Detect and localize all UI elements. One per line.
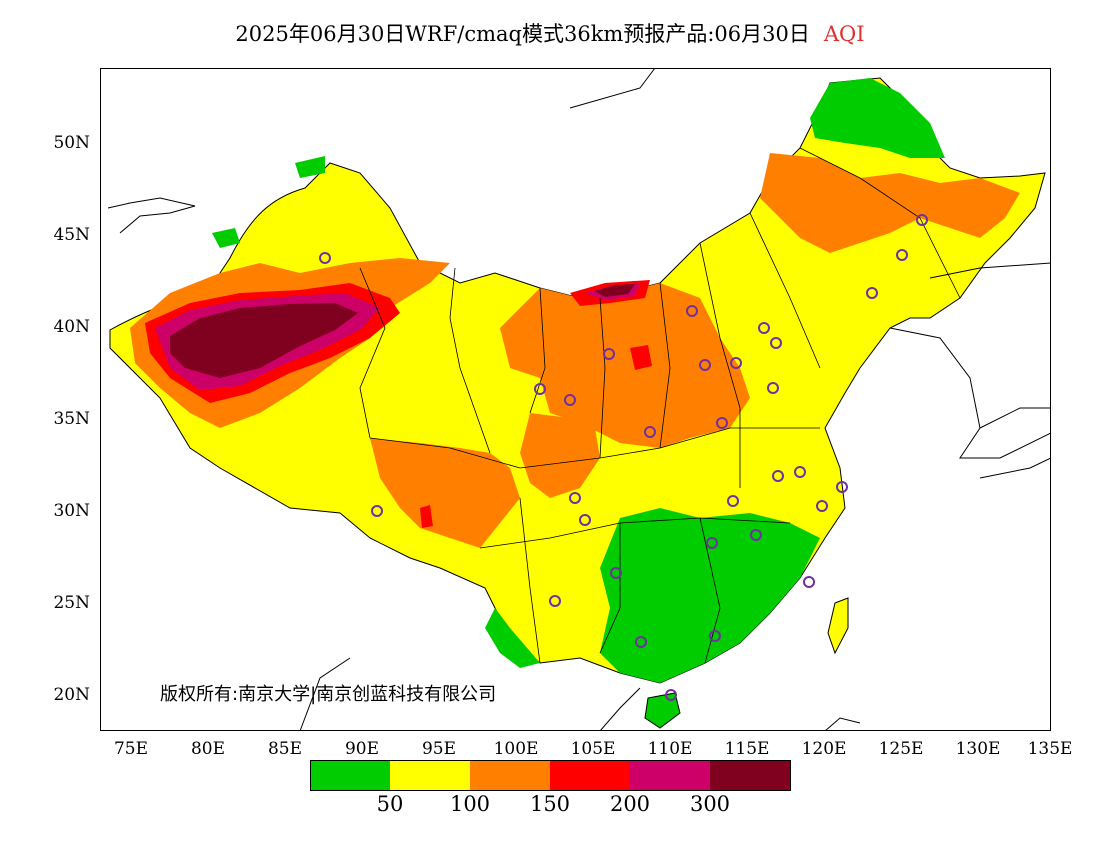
station-marker bbox=[750, 529, 762, 541]
legend-value: 150 bbox=[529, 792, 571, 816]
copyright-text: 版权所有:南京大学|南京创蓝科技有限公司 bbox=[160, 684, 497, 705]
station-marker bbox=[758, 322, 770, 334]
legend-swatch bbox=[390, 760, 470, 791]
x-tick-label: 135E bbox=[1027, 739, 1073, 759]
station-marker bbox=[709, 630, 721, 642]
station-marker bbox=[686, 305, 698, 317]
x-tick-label: 125E bbox=[878, 739, 924, 759]
x-tick-label: 105E bbox=[570, 739, 616, 759]
south-green bbox=[600, 508, 820, 683]
y-tick-label: 20N bbox=[53, 685, 90, 705]
station-marker bbox=[916, 214, 928, 226]
legend-value: 300 bbox=[689, 792, 731, 816]
legend-value: 50 bbox=[376, 792, 404, 816]
station-marker bbox=[770, 337, 782, 349]
north-orange bbox=[500, 283, 750, 448]
northeast-green bbox=[810, 78, 945, 158]
southwest-green bbox=[485, 608, 540, 668]
station-marker bbox=[896, 249, 908, 261]
taklimakan-maroon bbox=[170, 303, 358, 378]
x-tick-label: 90E bbox=[344, 739, 380, 759]
y-tick-label: 45N bbox=[53, 225, 90, 245]
station-marker bbox=[579, 514, 591, 526]
title-variable: AQI bbox=[823, 22, 865, 46]
station-marker bbox=[569, 492, 581, 504]
province-borders bbox=[359, 147, 961, 664]
station-marker bbox=[803, 576, 815, 588]
aqi-legend bbox=[310, 760, 791, 791]
x-tick-label: 110E bbox=[647, 739, 693, 759]
legend-swatch bbox=[630, 760, 710, 791]
far-west-green bbox=[212, 228, 240, 248]
x-tick-label: 95E bbox=[421, 739, 457, 759]
legend-value: 100 bbox=[449, 792, 491, 816]
north-maroon bbox=[595, 284, 635, 297]
station-marker bbox=[716, 417, 728, 429]
station-markers bbox=[319, 214, 928, 701]
station-marker bbox=[665, 689, 677, 701]
station-marker bbox=[772, 470, 784, 482]
x-tick-label: 115E bbox=[724, 739, 770, 759]
sichuan-red bbox=[420, 505, 433, 528]
shaanxi-red bbox=[630, 345, 652, 370]
station-marker bbox=[699, 359, 711, 371]
legend-swatch bbox=[710, 760, 790, 791]
neighbor-coastlines bbox=[107, 68, 1051, 731]
station-marker bbox=[836, 481, 848, 493]
station-marker bbox=[767, 382, 779, 394]
central-orange bbox=[520, 413, 600, 498]
taiwan bbox=[827, 597, 849, 655]
station-marker bbox=[866, 287, 878, 299]
station-marker bbox=[635, 636, 647, 648]
northeast-orange bbox=[760, 153, 1020, 253]
y-tick-label: 50N bbox=[53, 133, 90, 153]
y-tick-label: 30N bbox=[53, 501, 90, 521]
station-marker bbox=[564, 394, 576, 406]
x-tick-label: 85E bbox=[267, 739, 303, 759]
station-marker bbox=[727, 495, 739, 507]
station-marker bbox=[644, 426, 656, 438]
station-marker bbox=[816, 500, 828, 512]
station-marker bbox=[794, 466, 806, 478]
north-tip-green bbox=[295, 156, 325, 178]
legend-swatch bbox=[470, 760, 550, 791]
aqi-map bbox=[100, 68, 1051, 731]
legend-value: 200 bbox=[609, 792, 651, 816]
legend-swatch bbox=[550, 760, 630, 791]
sichuan-orange bbox=[370, 438, 520, 548]
y-tick-label: 35N bbox=[53, 409, 90, 429]
station-marker bbox=[549, 595, 561, 607]
station-marker bbox=[603, 348, 615, 360]
station-marker bbox=[371, 505, 383, 517]
x-tick-label: 120E bbox=[801, 739, 847, 759]
station-marker bbox=[706, 537, 718, 549]
legend-swatch bbox=[310, 760, 390, 791]
x-tick-label: 75E bbox=[113, 739, 149, 759]
hainan bbox=[644, 692, 681, 729]
x-tick-label: 80E bbox=[190, 739, 226, 759]
x-tick-label: 130E bbox=[955, 739, 1001, 759]
map-title: 2025年06月30日WRF/cmaq模式36km预报产品:06月30日 AQI bbox=[0, 18, 1100, 48]
station-marker bbox=[730, 357, 742, 369]
station-marker bbox=[534, 383, 546, 395]
station-marker bbox=[319, 252, 331, 264]
title-text: 2025年06月30日WRF/cmaq模式36km预报产品:06月30日 bbox=[235, 22, 810, 46]
y-tick-label: 25N bbox=[53, 593, 90, 613]
station-marker bbox=[610, 567, 622, 579]
y-tick-label: 40N bbox=[53, 317, 90, 337]
x-tick-label: 100E bbox=[493, 739, 539, 759]
